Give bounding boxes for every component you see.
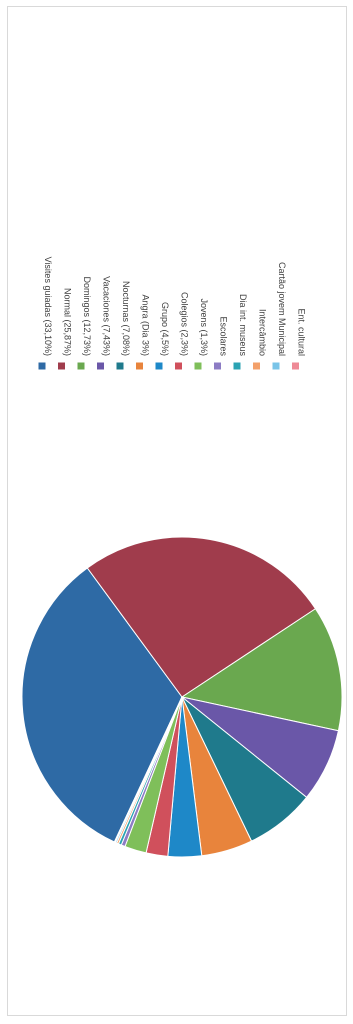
- pie-slices-group: [21, 536, 343, 858]
- pie-slice-13: [113, 696, 183, 844]
- legend-label-8: Jovens (1,3%): [199, 298, 209, 356]
- legend-marker-3: [97, 362, 104, 370]
- legend-label-1: Normal (25,87%): [63, 288, 73, 356]
- legend-marker-4: [116, 362, 124, 370]
- pie-slice-1: [86, 536, 317, 698]
- legend-label-0: Visites guiadas (33,10%): [43, 257, 53, 356]
- legend-marker-9: [214, 362, 221, 370]
- pie-slice-0: [21, 567, 183, 843]
- legend-label-7: Colegios (2,3%): [180, 292, 190, 356]
- legend-label-10: Dia int. museus: [238, 294, 248, 357]
- legend-marker-13: [292, 362, 299, 370]
- legend: Visites guiadas (33,10%) Normal (25,87%) D…: [38, 257, 307, 370]
- legend-marker-0: [38, 362, 46, 370]
- pie-slice-2: [180, 608, 343, 732]
- legend-marker-12: [272, 362, 280, 370]
- legend-label-9: Escolares: [219, 316, 229, 356]
- legend-marker-8: [194, 362, 202, 370]
- legend-marker-7: [175, 362, 182, 370]
- legend-label-11: Intercâmbio: [258, 309, 268, 356]
- legend-label-12: Cartão jovem Municipal: [277, 262, 287, 356]
- legend-label-13: Ent. cultural: [297, 308, 307, 356]
- legend-marker-10: [233, 362, 241, 370]
- legend-marker-1: [58, 362, 65, 370]
- legend-label-4: Nocturnas (7,08%): [121, 281, 131, 356]
- legend-marker-2: [77, 362, 85, 370]
- legend-marker-11: [253, 362, 260, 370]
- legend-marker-5: [136, 362, 143, 370]
- legend-marker-6: [155, 362, 163, 370]
- legend-label-5: Angra (Dia 3%): [141, 294, 151, 356]
- legend-label-3: Vacaciones (7,43%): [102, 276, 112, 356]
- legend-label-6: Grupo (4,5%): [160, 302, 170, 356]
- legend-label-2: Domingos (12,73%): [82, 276, 92, 356]
